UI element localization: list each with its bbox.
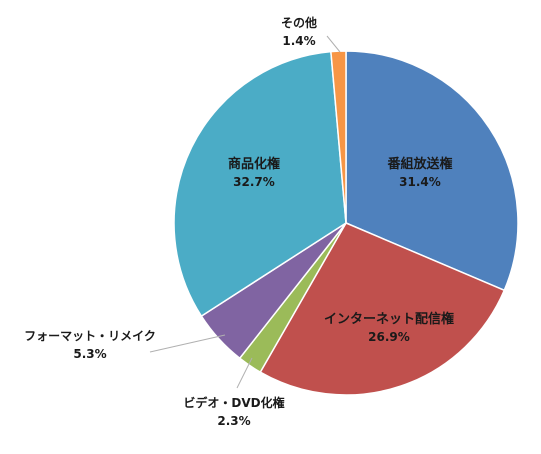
slice-label-3: フォーマット・リメイク [24,329,156,343]
slice-percent-2: 2.3% [217,414,250,428]
leader-line-5 [326,35,341,53]
slice-label-1: インターネット配信権 [324,311,454,327]
slice-label-0: 番組放送権 [386,156,452,172]
leader-line-2 [236,357,253,389]
leader-line-3 [149,334,226,353]
slice-percent-5: 1.4% [282,34,315,48]
slice-label-4: 商品化権 [228,156,280,172]
slice-percent-3: 5.3% [73,347,106,361]
slice-label-2: ビデオ・DVD化権 [183,395,284,410]
slice-percent-0: 31.4% [399,175,441,189]
slice-label-5: その他 [281,15,317,30]
pie-slice-0 [345,50,519,292]
slice-percent-4: 32.7% [233,175,275,189]
pie-slice-4 [173,50,347,318]
pie-slice-5 [330,50,347,224]
slice-percent-1: 26.9% [368,330,410,344]
